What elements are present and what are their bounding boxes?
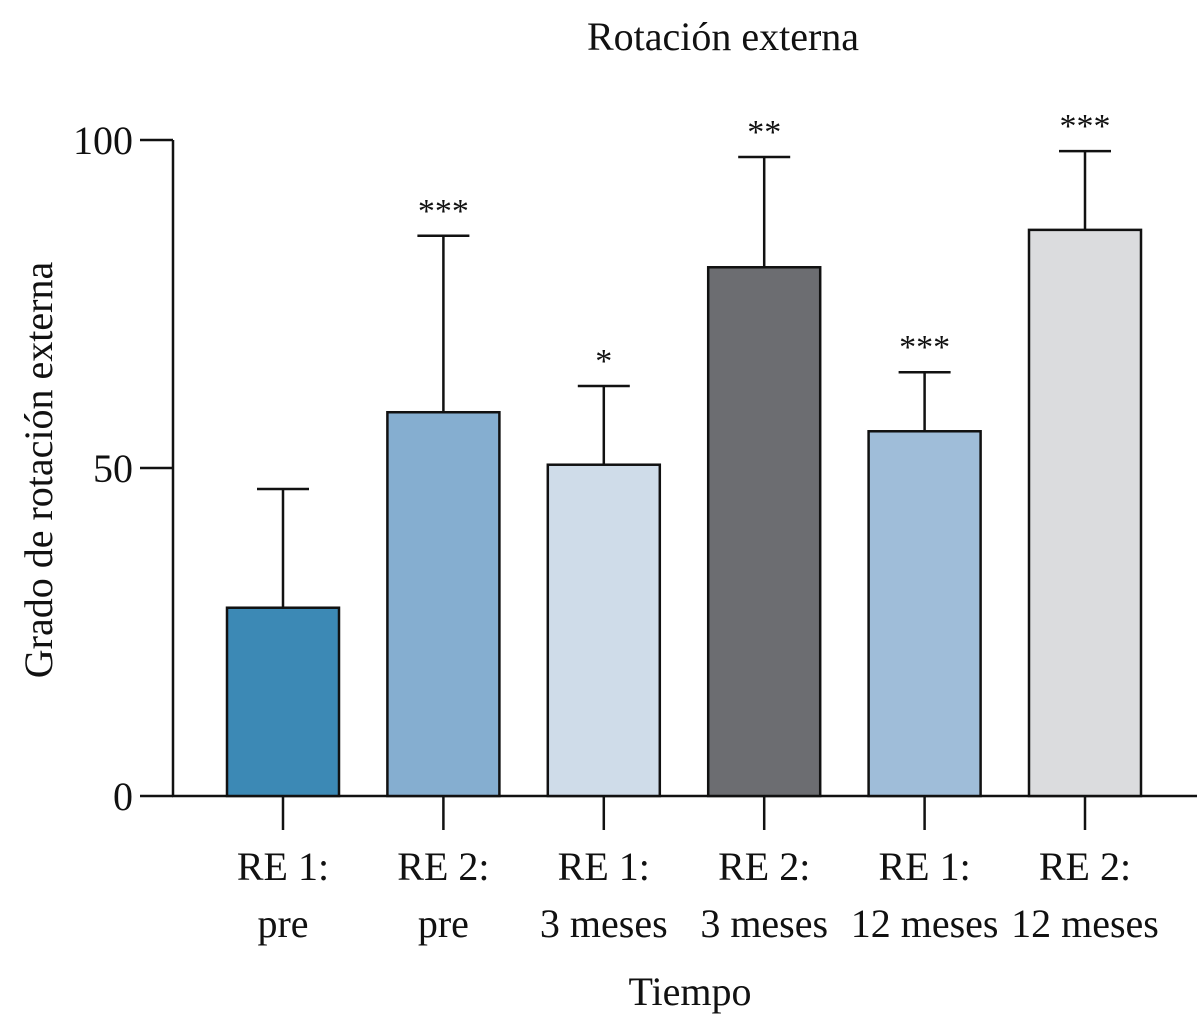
y-tick-label: 50 bbox=[93, 446, 133, 491]
significance-label: *** bbox=[1060, 108, 1111, 145]
significance-label: *** bbox=[899, 329, 950, 366]
x-tick-label-line1: RE 1: bbox=[878, 844, 970, 889]
x-tick-label-line2: 3 meses bbox=[700, 901, 828, 946]
y-tick-label: 0 bbox=[113, 774, 133, 819]
chart-title: Rotación externa bbox=[587, 14, 859, 59]
bar bbox=[386, 410, 501, 798]
significance-label: * bbox=[595, 343, 612, 380]
bars: ************ bbox=[225, 108, 1143, 798]
axes: 0 50 100 bbox=[73, 118, 1197, 819]
y-tick-label: 100 bbox=[73, 118, 133, 163]
x-axis-label: Tiempo bbox=[628, 969, 751, 1014]
bar bbox=[1027, 228, 1143, 798]
bar bbox=[225, 606, 341, 798]
x-tick-labels: RE 1: pre RE 2: pre RE 1: 3 meses RE 2: 3 meses… bbox=[237, 796, 1159, 946]
x-tick-label-line2: 12 meses bbox=[1011, 901, 1159, 946]
x-tick-label-line1: RE 2: bbox=[718, 844, 810, 889]
x-tick-label-line2: 3 meses bbox=[540, 901, 668, 946]
x-tick-label-line1: RE 1: bbox=[237, 844, 329, 889]
bar bbox=[867, 430, 982, 798]
bar bbox=[706, 266, 822, 798]
x-tick-label-line1: RE 1: bbox=[558, 844, 650, 889]
x-tick-label-line2: pre bbox=[418, 901, 469, 946]
significance-label: ** bbox=[747, 114, 781, 151]
y-axis-label: Grado de rotación externa bbox=[16, 262, 61, 679]
x-tick-label-line2: 12 meses bbox=[851, 901, 999, 946]
bar bbox=[546, 463, 662, 798]
x-tick-label-line1: RE 2: bbox=[397, 844, 489, 889]
x-tick-label-line1: RE 2: bbox=[1039, 844, 1131, 889]
significance-label: *** bbox=[418, 193, 469, 230]
x-tick-label-line2: pre bbox=[257, 901, 308, 946]
